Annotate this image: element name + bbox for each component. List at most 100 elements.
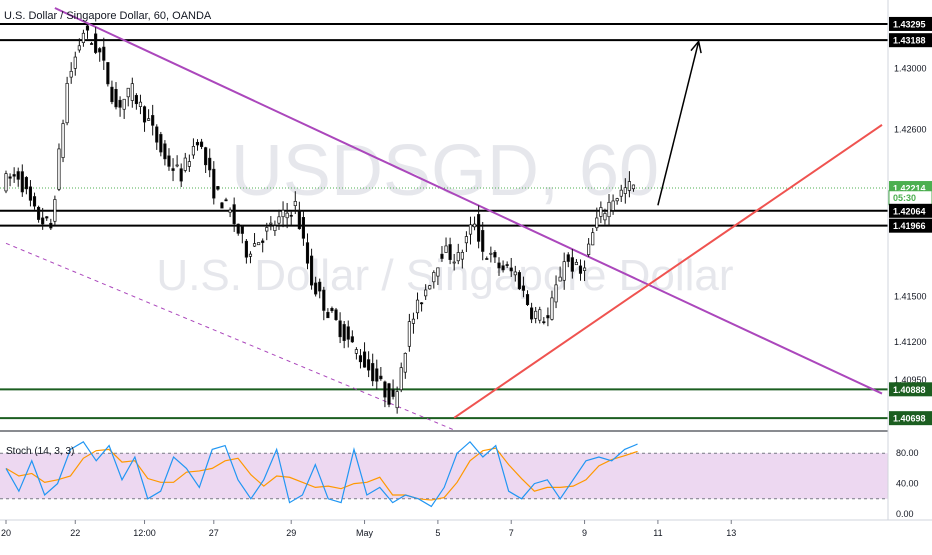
candle-body: [391, 389, 395, 397]
candle-body: [411, 318, 416, 324]
stoch-gridlines: [0, 452, 888, 500]
candle-body: [257, 242, 261, 246]
candle-body: [208, 157, 212, 171]
candle-body: [49, 222, 53, 229]
price-label-box: [889, 411, 932, 426]
candle-body: [399, 367, 403, 391]
time-tick-label: 22: [70, 528, 80, 538]
candle-body: [456, 252, 460, 262]
candle-body: [57, 148, 61, 190]
candle-body: [420, 302, 424, 305]
time-tick-label: 5: [435, 528, 440, 538]
candle-body: [77, 45, 81, 51]
candle-body: [138, 101, 143, 107]
candle-body: [566, 254, 570, 262]
candle-body: [37, 206, 41, 220]
price-label-text: 05:30: [893, 193, 916, 203]
candle-body: [550, 297, 554, 320]
projection-arrow-shaft: [657, 41, 700, 206]
candle-body: [607, 201, 611, 218]
price-tick-label: 1.41500: [894, 291, 927, 301]
stoch-k-line: [5, 440, 638, 508]
candle-body: [232, 204, 236, 225]
projection-arrow-head: [690, 39, 702, 54]
stoch-tick-label: 40.00: [896, 479, 919, 489]
candle-body: [415, 299, 420, 314]
price-label-box: [889, 16, 932, 31]
candle-body: [570, 257, 574, 272]
candle-body: [517, 272, 521, 290]
candle-body: [85, 25, 90, 31]
projection-arrow: [657, 39, 702, 206]
candle-body: [151, 115, 155, 126]
candle-body: [477, 214, 481, 242]
candle-body: [464, 236, 468, 244]
candle-body: [623, 187, 627, 194]
candle-body: [53, 199, 57, 222]
candle-body: [310, 255, 314, 286]
candle-body: [362, 351, 367, 368]
candle-body: [281, 209, 285, 218]
candle-body: [314, 282, 318, 295]
candle-body: [277, 216, 281, 224]
candle-body: [542, 321, 546, 324]
candle-body: [521, 285, 526, 291]
candle-body: [436, 267, 440, 277]
candle-body: [179, 168, 183, 182]
time-tick-label: 12:00: [133, 528, 156, 538]
candle-body: [472, 223, 477, 228]
candle-body: [452, 261, 456, 264]
time-tick-label: 11: [653, 528, 662, 538]
candle-body: [448, 244, 452, 260]
candle-body: [485, 258, 489, 260]
candle-body: [204, 147, 208, 166]
candle-body: [444, 245, 448, 253]
candle-body: [305, 242, 310, 264]
candle-body: [20, 171, 24, 193]
price-label-text: 1.42064: [893, 206, 926, 216]
candle-body: [134, 95, 138, 105]
candle-body: [273, 225, 277, 231]
candle-body: [509, 267, 513, 272]
candle-body: [175, 164, 179, 167]
candle-body: [98, 48, 102, 53]
candle-body: [493, 252, 497, 258]
stoch-band: [0, 453, 888, 499]
candle-body: [81, 32, 85, 43]
candle-body: [558, 276, 562, 282]
candle-body: [94, 33, 98, 53]
price-tick-label: 1.40950: [894, 375, 927, 385]
candle-body: [383, 381, 387, 398]
candle-body: [603, 213, 607, 221]
candle-body: [562, 261, 566, 281]
candle-body: [318, 281, 322, 292]
candle-body: [110, 86, 114, 103]
time-tick-label: 27: [209, 528, 219, 538]
candle-body: [534, 310, 538, 319]
watermark-name: U.S. Dollar / Singapore Dollar: [156, 251, 733, 300]
candle-body: [130, 83, 134, 101]
stoch-lines: [5, 440, 638, 508]
price-label-text: 1.40888: [893, 385, 926, 395]
price-label-text: 1.43188: [893, 36, 926, 46]
candle-body: [220, 202, 224, 209]
candle-body: [61, 123, 65, 158]
candle-body: [32, 196, 37, 207]
candle-body: [326, 311, 330, 319]
candle-body: [574, 261, 578, 266]
horizontal-levels: [0, 22, 888, 420]
candle-body: [126, 87, 130, 98]
candle-body: [546, 315, 550, 319]
candle-body: [346, 326, 350, 340]
price-tick-label: 1.42600: [894, 124, 927, 134]
stoch-tick-label: 0.00: [896, 509, 914, 519]
candle-body: [354, 349, 358, 354]
price-axis[interactable]: 1.43000 1.42600 1.41500 1.41200 1.40950: [894, 64, 927, 385]
time-axis[interactable]: 20 22 12:00 27 29 May 5 7 9 11 13: [1, 520, 736, 538]
time-tick-label: 7: [509, 528, 514, 538]
candle-body: [538, 309, 542, 321]
candle-body: [530, 307, 534, 320]
candle-body: [293, 201, 297, 207]
